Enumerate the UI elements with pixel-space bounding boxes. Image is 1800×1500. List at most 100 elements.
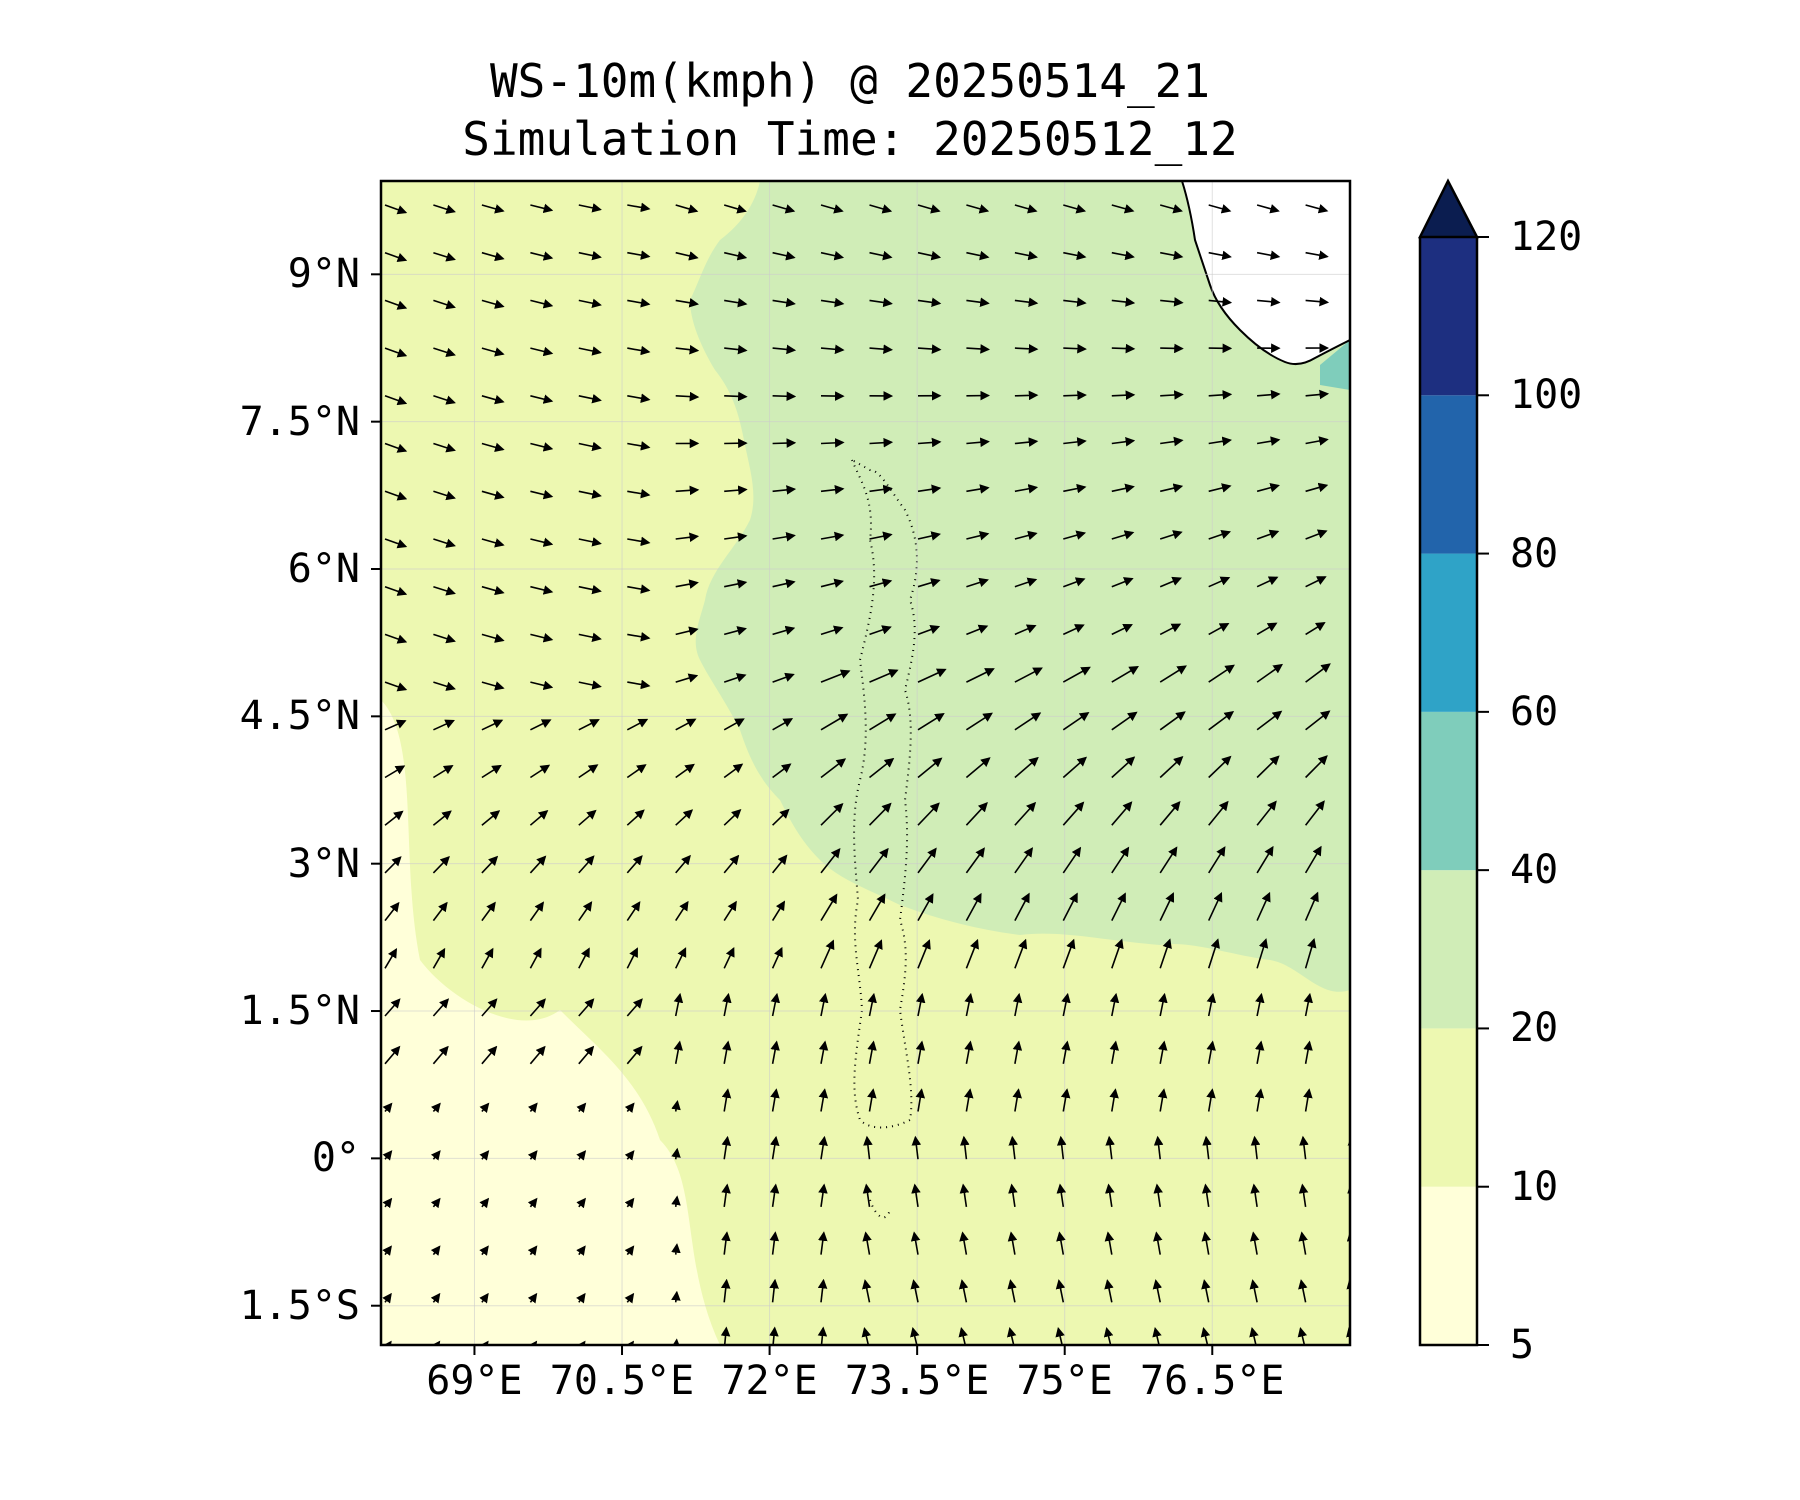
colorbar-band <box>1420 870 1477 1029</box>
wind-arrow <box>869 625 892 636</box>
wind-arrow <box>578 250 602 261</box>
wind-arrow <box>1062 892 1078 921</box>
wind-arrow <box>1007 1279 1017 1303</box>
wind-arrow <box>966 204 990 214</box>
wind-arrow <box>820 669 851 683</box>
wind-arrow <box>1105 1183 1115 1208</box>
colorbar-tick-label: 10 <box>1510 1163 1559 1210</box>
wind-arrow <box>530 719 552 731</box>
wind-arrow <box>673 1040 683 1064</box>
wind-arrow <box>966 344 990 354</box>
wind-arrow <box>917 713 945 731</box>
wind-arrow <box>382 1245 392 1256</box>
wind-arrow <box>1305 576 1327 588</box>
wind-arrow <box>1160 436 1184 447</box>
wind-arrow <box>675 673 699 683</box>
wind-arrow <box>432 1045 449 1065</box>
wind-arrow <box>382 1150 393 1161</box>
colorbar-band <box>1420 1028 1477 1187</box>
wind-arrow <box>481 855 499 874</box>
wind-arrow <box>578 1045 595 1065</box>
wind-arrow <box>384 538 408 549</box>
wind-arrow <box>1111 297 1136 307</box>
wind-arrow <box>384 585 408 596</box>
wind-arrow <box>432 765 454 779</box>
wind-arrow <box>915 992 926 1017</box>
wind-arrow <box>1256 800 1277 826</box>
wind-arrow <box>772 391 797 402</box>
lat-tick-label: 0° <box>311 1135 360 1182</box>
wind-arrow <box>861 1279 872 1303</box>
wind-arrow <box>578 393 602 404</box>
wind-arrow <box>382 1197 393 1209</box>
wind-arrow <box>917 484 942 495</box>
colorbar-ticks <box>1477 236 1489 1346</box>
wind-arrow <box>624 1150 635 1161</box>
wind-zone-5-10 <box>381 700 720 1345</box>
wind-arrow <box>966 297 990 308</box>
wind-arrow <box>1061 992 1071 1017</box>
wind-arrow <box>530 442 554 452</box>
wind-arrow <box>384 719 407 731</box>
wind-arrow <box>1014 577 1038 588</box>
wind-arrow <box>527 1340 538 1345</box>
wind-arrow <box>769 1326 779 1345</box>
wind-arrow <box>1014 847 1034 874</box>
wind-arrow <box>627 536 651 547</box>
wind-arrow <box>1160 483 1184 493</box>
wind-arrow <box>820 848 841 874</box>
wind-arrow <box>819 992 829 1017</box>
wind-arrow <box>1062 846 1082 874</box>
wind-arrow <box>959 1231 969 1255</box>
wind-arrow <box>917 531 941 541</box>
lon-tick-label: 69°E <box>426 1358 523 1404</box>
wind-arrow <box>1012 1088 1022 1112</box>
wind-arrow <box>915 1088 926 1112</box>
wind-arrow <box>910 1231 921 1255</box>
lat-tick-label: 1.5°N <box>239 988 360 1035</box>
wind-arrow <box>1256 250 1281 260</box>
wind-arrow <box>675 298 699 308</box>
wind-arrow <box>1303 1040 1313 1064</box>
wind-arrow <box>965 847 985 874</box>
wind-arrow <box>1298 1279 1308 1303</box>
wind-arrow <box>1014 892 1030 921</box>
wind-arrow <box>820 625 844 636</box>
wind-arrow <box>964 992 974 1017</box>
wind-arrow <box>1056 1183 1067 1208</box>
wind-arrow <box>772 297 796 308</box>
wind-arrow <box>481 299 505 309</box>
colorbar-band <box>1420 237 1477 396</box>
wind-arrow <box>1014 344 1039 354</box>
wind-arrow <box>966 531 990 541</box>
wind-arrow <box>627 584 651 594</box>
wind-arrow <box>675 251 699 261</box>
wind-arrow <box>1256 622 1278 636</box>
wind-arrow <box>1159 756 1184 779</box>
wind-arrow <box>430 1102 441 1114</box>
wind-arrow <box>1104 1231 1115 1255</box>
wind-arrow <box>624 1292 635 1304</box>
wind-arrow <box>382 1102 393 1114</box>
wind-arrow <box>1256 529 1280 540</box>
wind-arrow <box>1056 1135 1067 1160</box>
colorbar-band <box>1420 395 1477 554</box>
wind-arrow <box>384 901 400 922</box>
wind-arrow <box>958 1327 968 1345</box>
wind-arrow <box>481 764 502 779</box>
wind-arrow <box>481 810 501 826</box>
wind-arrow <box>720 1326 731 1345</box>
wind-arrow <box>578 203 602 213</box>
wind-arrow <box>576 1102 587 1114</box>
wind-arrow <box>481 681 505 691</box>
map-frame <box>379 179 1352 1347</box>
wind-arrow <box>430 1245 441 1256</box>
wind-arrow <box>1014 938 1028 969</box>
wind-arrow <box>1254 1088 1265 1112</box>
wind-arrow <box>1298 1183 1309 1208</box>
wind-arrow <box>675 344 700 355</box>
wind-arrow <box>1160 297 1184 307</box>
wind-arrow <box>1153 1135 1164 1160</box>
wind-arrow <box>1303 992 1313 1017</box>
